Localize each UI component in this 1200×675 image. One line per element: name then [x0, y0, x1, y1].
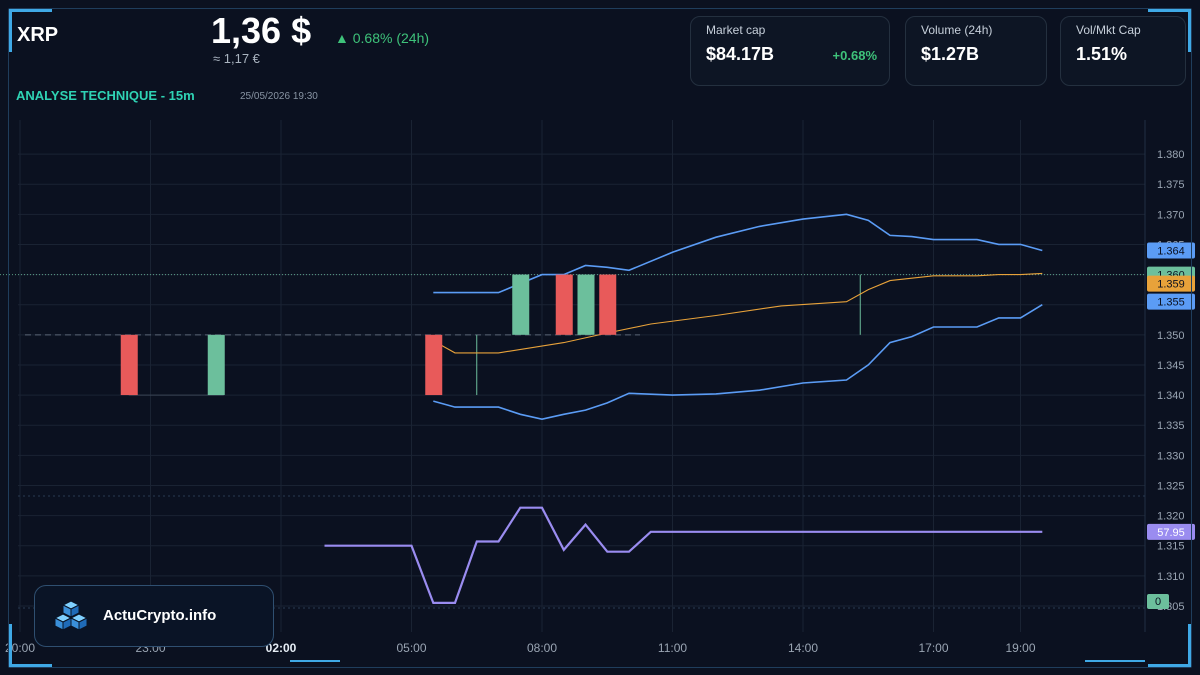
price-change: ▲ 0.68% (24h): [335, 30, 430, 46]
y-tick-label: 1.310: [1157, 571, 1185, 583]
candle-up: [207, 334, 225, 396]
market-cap-label: Market cap: [706, 23, 766, 37]
y-tick-label: 1.315: [1157, 541, 1185, 553]
rsi-tag-label: 57.95: [1157, 527, 1185, 539]
price: 1,36 $: [211, 10, 312, 51]
bollinger-bands: [433, 213, 1043, 421]
x-axis: 20:00 23:00 02:00 05:00 08:00 11:00 14:00 17:00…: [5, 641, 1036, 655]
price-tag-bg: [1147, 242, 1195, 259]
zero-tag-label: 0: [1155, 596, 1161, 608]
x-tick-label: 14:00: [788, 641, 818, 655]
candle-up: [577, 274, 595, 335]
price-tag-label: 1.355: [1157, 297, 1185, 309]
candle-down: [120, 334, 138, 396]
x-tick-label: 08:00: [527, 641, 557, 655]
y-tick-label: 1.320: [1157, 511, 1185, 523]
market-cap-value: $84.17B: [706, 44, 775, 64]
vol-mkt-label: Vol/Mkt Cap: [1076, 23, 1141, 37]
header: XRP 1,36 $ ≈ 1,17 € ▲ 0.68% (24h) ANALYS…: [0, 0, 1200, 120]
price-tag-label: 1.359: [1157, 279, 1185, 291]
y-tick-label: 1.340: [1157, 390, 1185, 402]
frame-accent: [1085, 660, 1145, 662]
x-tick-label: 20:00: [5, 641, 35, 655]
candle-up: [512, 274, 530, 335]
x-tick-label: 11:00: [658, 641, 687, 655]
x-tick-label: 19:00: [1005, 641, 1035, 655]
volume-card: Volume (24h) $1.27B: [905, 16, 1047, 86]
y-tick-label: 1.370: [1157, 209, 1185, 221]
brand-badge[interactable]: ActuCrypto.info: [34, 585, 274, 647]
moving-average-line: [433, 272, 1043, 354]
bollinger-lower-line: [433, 304, 1043, 421]
analysis-datetime: 25/05/2026 19:30: [240, 91, 318, 102]
rsi-tag-bg: [1147, 523, 1195, 540]
candle-down: [425, 334, 443, 396]
vol-mkt-card: Vol/Mkt Cap 1.51%: [1060, 16, 1186, 86]
rsi-indicator: [324, 506, 1043, 604]
chart-grid: [0, 120, 1146, 632]
cubes-logo-icon: [53, 600, 89, 631]
rsi-line: [324, 506, 1043, 604]
candle-down: [599, 274, 617, 335]
price-tag-bg: [1147, 275, 1195, 292]
volume-value: $1.27B: [921, 44, 980, 64]
analysis-title: ANALYSE TECHNIQUE - 15m: [16, 88, 195, 103]
symbol: XRP: [17, 24, 59, 46]
candle-down: [555, 274, 573, 335]
market-cap-card: Market cap $84.17B +0.68%: [690, 16, 890, 86]
x-tick-label: 02:00: [266, 641, 297, 655]
price-tag-label: 1.364: [1157, 245, 1185, 257]
market-cap-change: +0.68%: [832, 48, 877, 63]
frame-accent: [290, 660, 340, 662]
y-tick-label: 1.325: [1157, 480, 1185, 492]
price-eur: ≈ 1,17 €: [213, 51, 260, 66]
bollinger-upper-line: [433, 213, 1043, 294]
y-tick-label: 1.375: [1157, 179, 1185, 191]
x-tick-label: 05:00: [396, 641, 426, 655]
brand-name: ActuCrypto.info: [103, 607, 217, 624]
candles: [120, 274, 617, 396]
y-tick-label: 1.330: [1157, 450, 1185, 462]
y-axis: 1.3801.3751.3701.3651.3601.3551.3501.345…: [1157, 149, 1185, 613]
y-tick-label: 1.380: [1157, 149, 1185, 161]
y-tick-label: 1.350: [1157, 330, 1185, 342]
y-tick-label: 1.335: [1157, 420, 1185, 432]
y-tick-label: 1.345: [1157, 360, 1185, 372]
x-tick-label: 17:00: [918, 641, 948, 655]
vol-mkt-value: 1.51%: [1076, 44, 1128, 64]
price-tag-bg: [1147, 293, 1195, 310]
volume-label: Volume (24h): [921, 23, 993, 37]
zero-tag-bg: [1147, 594, 1169, 609]
